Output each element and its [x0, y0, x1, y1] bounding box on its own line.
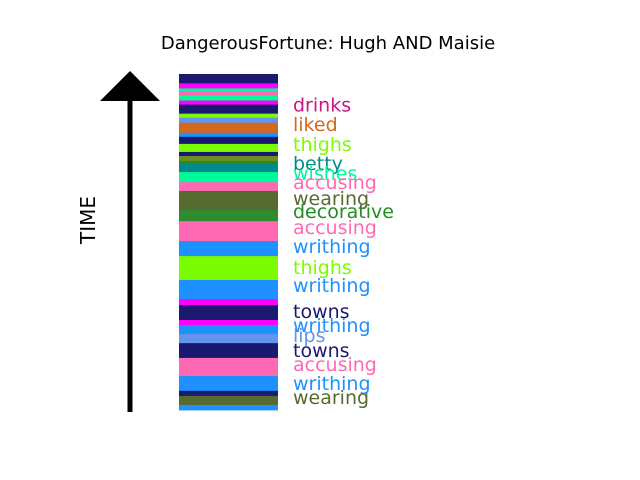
label-4: wishes: [293, 163, 357, 185]
label-6: wearing: [293, 188, 369, 210]
stripe-2: [179, 88, 278, 92]
stripe-8: [179, 117, 278, 124]
stripe-7: [179, 113, 278, 119]
label-14: lips: [293, 325, 326, 347]
word-labels: drinkslikedthighsbettywishesaccusingwear…: [293, 95, 394, 409]
stripe-31: [179, 357, 278, 377]
stripe-6: [179, 104, 278, 115]
stripe-33: [179, 390, 278, 397]
stripe-9: [179, 122, 278, 134]
label-2: thighs: [293, 134, 352, 156]
y-axis-label: TIME: [76, 196, 100, 245]
stripe-13: [179, 151, 278, 157]
label-7: decorative: [293, 201, 394, 223]
stripe-15: [179, 161, 278, 165]
stripe-14: [179, 155, 278, 162]
stripe-26: [179, 305, 278, 321]
label-17: writhing: [293, 373, 371, 395]
stripe-19: [179, 190, 278, 211]
stripe-34: [179, 395, 278, 406]
stripe-20: [179, 210, 278, 222]
label-16: accusing: [293, 354, 377, 376]
label-13: writhing: [293, 315, 371, 337]
stripe-11: [179, 136, 278, 145]
label-1: liked: [293, 114, 338, 136]
label-12: towns: [293, 301, 350, 323]
arrow-up-icon: [100, 71, 160, 101]
stripe-32: [179, 376, 278, 392]
stripe-28: [179, 324, 278, 335]
stripe-29: [179, 334, 278, 344]
stripe-12: [179, 143, 278, 153]
time-axis: [100, 71, 160, 412]
stripe-22: [179, 240, 278, 257]
stripe-10: [179, 132, 278, 138]
stripe-21: [179, 221, 278, 242]
label-5: accusing: [293, 172, 377, 194]
stripe-column: [179, 74, 278, 411]
stripe-18: [179, 182, 278, 192]
stripe-0: [179, 74, 278, 84]
chart-title: DangerousFortune: Hugh AND Maisie: [161, 33, 495, 54]
stripe-5: [179, 100, 278, 105]
stripe-17: [179, 172, 278, 183]
label-11: writhing: [293, 275, 371, 297]
stripe-35: [179, 404, 278, 411]
label-18: wearing: [293, 387, 369, 409]
stripe-30: [179, 343, 278, 359]
stripe-23: [179, 256, 278, 281]
stripe-4: [179, 95, 278, 101]
stripe-16: [179, 164, 278, 173]
label-3: betty: [293, 153, 343, 175]
stripe-25: [179, 299, 278, 306]
label-15: towns: [293, 340, 350, 362]
stripe-3: [179, 91, 278, 96]
label-9: writhing: [293, 236, 371, 258]
stripe-1: [179, 83, 278, 89]
label-10: thighs: [293, 257, 352, 279]
label-8: accusing: [293, 217, 377, 239]
label-0: drinks: [293, 95, 351, 117]
stripe-27: [179, 319, 278, 326]
stripe-24: [179, 279, 278, 300]
